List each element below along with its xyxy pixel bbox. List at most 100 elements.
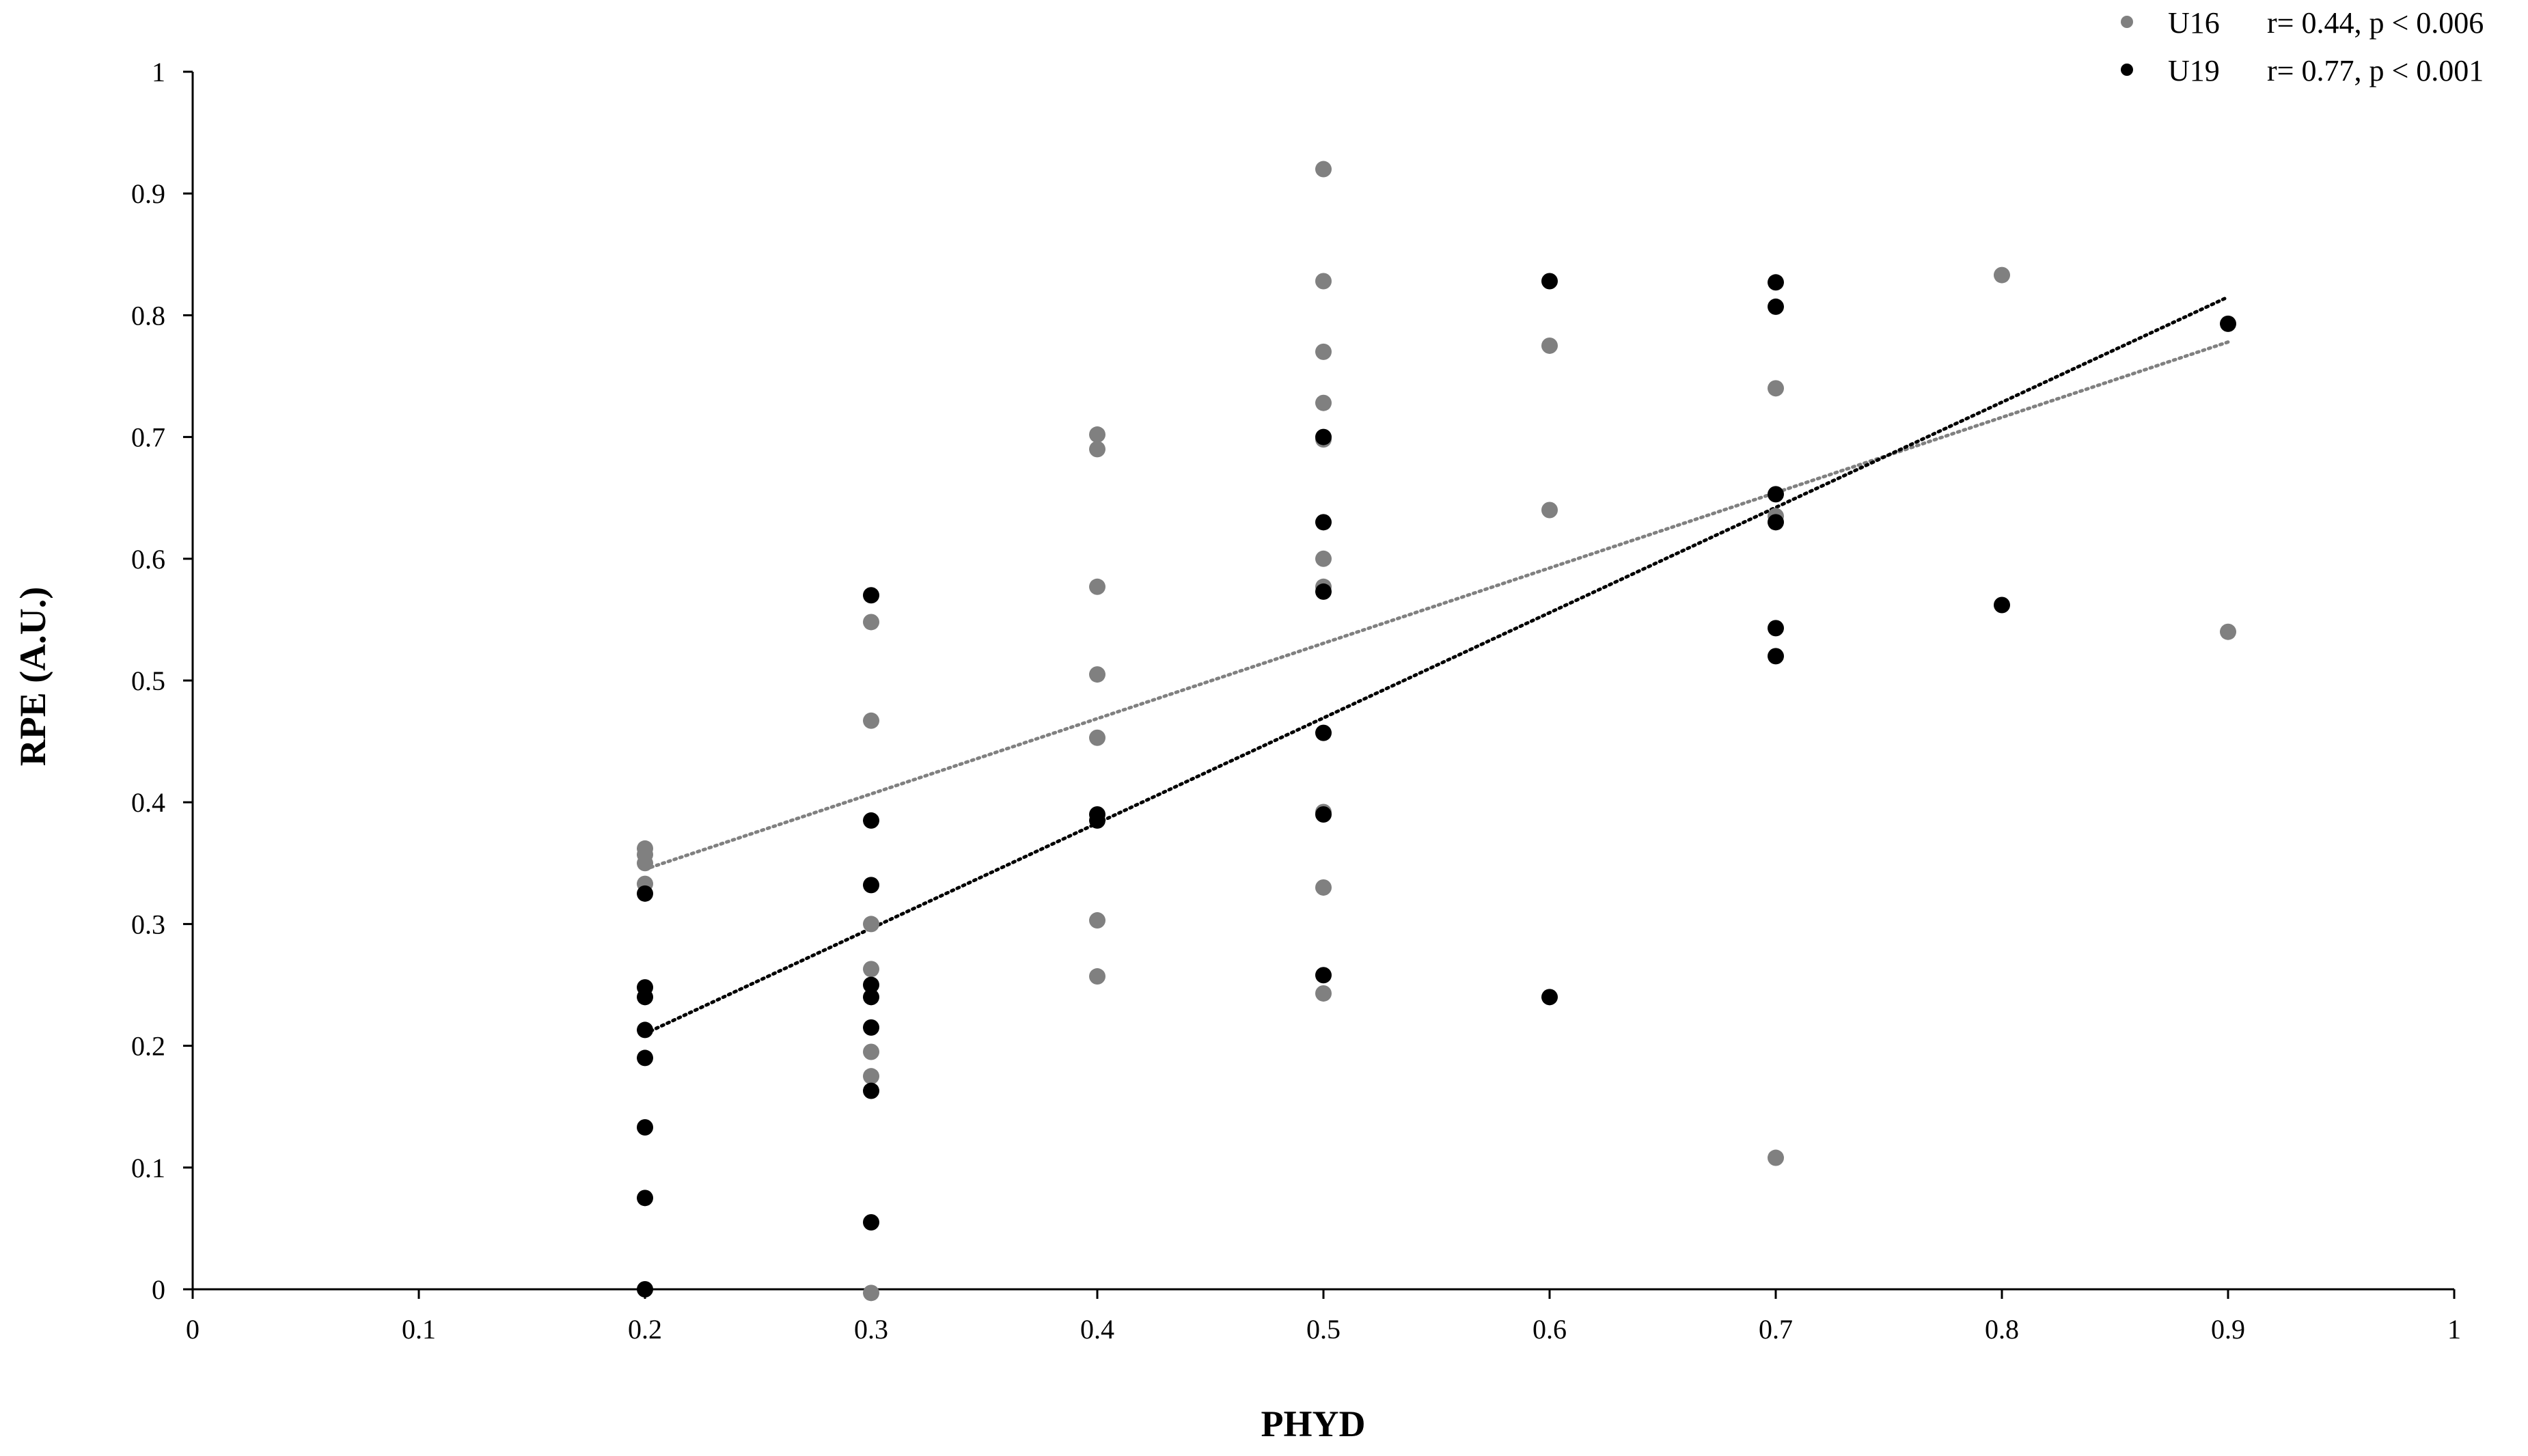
data-point-u19 [863, 1019, 879, 1036]
y-tick-label: 0 [152, 1274, 165, 1305]
data-point-u16 [1315, 273, 1332, 290]
data-point-u19 [863, 1213, 879, 1231]
x-tick-label: 0.1 [402, 1314, 436, 1345]
data-point-u16 [1089, 968, 1105, 985]
data-point-u19 [1089, 812, 1105, 829]
data-point-u19 [637, 1190, 653, 1207]
legend-label-u19: U19 [2168, 54, 2220, 87]
legend-stat-u19: r= 0.77, p < 0.001 [2267, 54, 2484, 87]
data-point-u16 [1541, 502, 1558, 519]
data-point-u19 [637, 989, 653, 1006]
data-point-u19 [637, 1049, 653, 1067]
data-point-u16 [1089, 666, 1105, 683]
y-tick-label: 0.9 [131, 178, 165, 209]
series-u16 [637, 161, 2236, 1302]
data-point-u19 [863, 989, 879, 1006]
data-point-u16 [1089, 729, 1105, 746]
y-tick-label: 0.1 [131, 1153, 165, 1183]
x-tick-label: 0.7 [1759, 1314, 1793, 1345]
data-point-u19 [1541, 989, 1558, 1006]
y-tick-label: 0.6 [131, 544, 165, 575]
data-point-u16 [1089, 426, 1105, 443]
legend-label-u16: U16 [2168, 6, 2220, 40]
x-tick-label: 0.5 [1306, 1314, 1341, 1345]
data-point-u19 [1541, 273, 1558, 290]
data-point-u19 [1768, 274, 1784, 291]
data-point-u19 [863, 1082, 879, 1099]
legend-marker-u16 [2121, 16, 2133, 28]
data-point-u19 [1768, 648, 1784, 665]
legend-entry-u19: U19 r= 0.77, p < 0.001 [2121, 54, 2484, 87]
data-point-u16 [1768, 1149, 1784, 1166]
data-point-u19 [863, 587, 879, 604]
y-ticks: 0 0.1 0.2 0.3 0.4 0.5 0.6 0.7 0.8 0.9 1 [131, 57, 193, 1305]
data-point-u19 [863, 877, 879, 894]
x-tick-label: 0.6 [1533, 1314, 1567, 1345]
data-point-u16 [863, 712, 879, 729]
trendline-u16 [643, 340, 2230, 871]
y-tick-label: 1 [152, 57, 165, 87]
y-tick-label: 0.5 [131, 665, 165, 696]
legend-stat-u16: r= 0.44, p < 0.006 [2267, 6, 2484, 40]
data-point-u16 [1768, 380, 1784, 397]
data-point-u19 [1768, 298, 1784, 315]
y-tick-label: 0.7 [131, 422, 165, 453]
x-tick-label: 0.4 [1080, 1314, 1114, 1345]
data-point-u19 [1315, 967, 1332, 984]
data-point-u16 [1315, 985, 1332, 1002]
data-point-u19 [1315, 583, 1332, 600]
legend-entry-u16: U16 r= 0.44, p < 0.006 [2121, 6, 2484, 40]
x-tick-label: 0.2 [628, 1314, 662, 1345]
data-point-u16 [1541, 337, 1558, 354]
data-point-u16 [863, 1068, 879, 1085]
y-tick-label: 0.2 [131, 1031, 165, 1062]
data-point-u19 [863, 812, 879, 829]
y-axis-title: RPE (A.U.) [12, 587, 53, 766]
data-point-u19 [1315, 514, 1332, 531]
legend-marker-u19 [2121, 64, 2133, 76]
data-point-u19 [637, 1281, 653, 1297]
trendlines [643, 295, 2230, 1036]
data-point-u16 [2220, 623, 2236, 640]
data-point-u19 [1315, 806, 1332, 823]
x-ticks: 0 0.1 0.2 0.3 0.4 0.5 0.6 0.7 0.8 0.9 1 [186, 1289, 2461, 1345]
data-point-u19 [637, 1021, 653, 1039]
y-tick-label: 0.3 [131, 909, 165, 939]
data-point-u19 [637, 1118, 653, 1136]
data-point-u19 [1315, 428, 1332, 445]
data-point-u19 [1994, 596, 2010, 614]
axes [191, 72, 2454, 1291]
data-point-u16 [1994, 266, 2010, 284]
data-points [637, 161, 2236, 1302]
y-tick-label: 0.8 [131, 300, 165, 331]
x-tick-label: 0 [186, 1314, 200, 1345]
y-tick-label: 0.4 [131, 787, 165, 818]
data-point-u19 [637, 885, 653, 902]
data-point-u16 [1315, 394, 1332, 411]
data-point-u19 [1315, 724, 1332, 741]
trendline-u19 [643, 295, 2230, 1036]
x-tick-label: 1 [2447, 1314, 2461, 1345]
data-point-u16 [1315, 879, 1332, 896]
data-point-u16 [1315, 550, 1332, 567]
x-tick-label: 0.8 [1985, 1314, 2019, 1345]
data-point-u19 [1768, 620, 1784, 637]
data-point-u19 [863, 976, 879, 993]
x-tick-label: 0.3 [854, 1314, 888, 1345]
data-point-u16 [863, 916, 879, 933]
data-point-u16 [863, 614, 879, 631]
data-point-u16 [863, 1285, 879, 1302]
data-point-u19 [1768, 486, 1784, 503]
data-point-u16 [1089, 912, 1105, 929]
data-point-u16 [1089, 441, 1105, 458]
data-point-u16 [863, 1043, 879, 1060]
series-u19 [637, 273, 2236, 1297]
data-point-u19 [2220, 315, 2236, 332]
data-point-u16 [1089, 578, 1105, 595]
data-point-u16 [637, 855, 653, 872]
x-tick-label: 0.9 [2211, 1314, 2245, 1345]
data-point-u19 [1768, 514, 1784, 531]
data-point-u16 [1315, 161, 1332, 178]
legend: U16 r= 0.44, p < 0.006 U19 r= 0.77, p < … [2121, 6, 2484, 87]
